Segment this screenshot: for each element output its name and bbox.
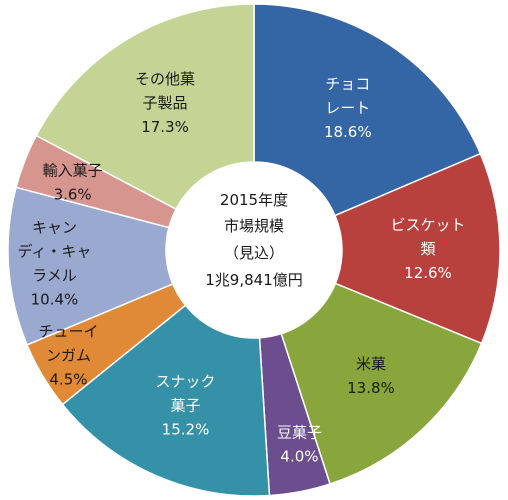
donut-slice-6 xyxy=(7,186,174,346)
donut-slice-2 xyxy=(280,282,483,485)
slice-name-label-5-1: ンガム xyxy=(46,346,91,364)
slice-name-label-1-1: 類 xyxy=(420,240,435,258)
donut-slice-8 xyxy=(35,3,255,211)
slice-percent-label-3: 4.0% xyxy=(280,447,318,465)
donut-slice-1 xyxy=(333,152,501,345)
slice-name-label-6-0: キャン xyxy=(32,219,77,237)
slice-name-label-6-2: ラメル xyxy=(32,267,77,285)
slice-name-label-4-0: スナック xyxy=(155,373,215,391)
slice-percent-label-0: 18.6% xyxy=(324,123,372,141)
donut-center-label: 2015年度 市場規模 （見込） 1兆9,841億円 xyxy=(205,191,303,289)
slice-percent-label-4: 15.2% xyxy=(162,421,210,439)
slice-name-label-0-1: レート xyxy=(325,99,370,117)
donut-slice-4 xyxy=(61,304,271,497)
slice-name-label-4-1: 菓子 xyxy=(170,397,200,415)
slice-name-label-0-0: チョコ xyxy=(325,75,370,93)
slice-name-label-8-1: 子製品 xyxy=(143,94,188,112)
center-text-line-3: （見込） xyxy=(224,244,284,262)
center-text-line-2: 市場規模 xyxy=(224,217,284,235)
slice-percent-label-6: 10.4% xyxy=(31,291,79,309)
center-text-line-1: 2015年度 xyxy=(220,191,288,209)
slice-name-label-1-0: ビスケット xyxy=(390,216,465,234)
slice-percent-label-5: 4.5% xyxy=(49,370,87,388)
slice-name-label-7-0: 輸入菓子 xyxy=(43,162,103,180)
slice-name-label-6-1: ディ・キャ xyxy=(17,243,91,261)
slice-name-label-2-0: 米菓 xyxy=(356,355,386,373)
slice-percent-label-8: 17.3% xyxy=(141,118,189,136)
donut-slices xyxy=(7,3,501,497)
slice-percent-label-1: 12.6% xyxy=(404,264,452,282)
slice-name-label-8-0: その他菓 xyxy=(135,70,195,88)
center-text-line-4: 1兆9,841億円 xyxy=(205,271,303,289)
donut-slice-0 xyxy=(253,3,482,217)
slice-name-label-5-0: チューイ xyxy=(38,322,98,340)
slice-name-label-3-0: 豆菓子 xyxy=(277,423,322,441)
slice-percent-label-7: 3.6% xyxy=(54,186,92,204)
slice-percent-label-2: 13.8% xyxy=(347,379,395,397)
